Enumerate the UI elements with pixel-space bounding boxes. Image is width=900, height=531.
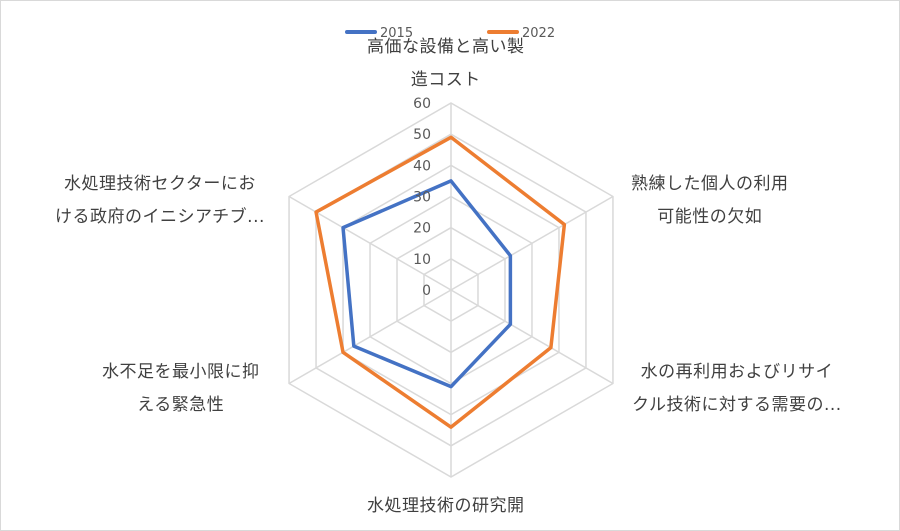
- grid-spoke-2: [450, 289, 614, 385]
- category-label-water-scarcity: 水不足を最小限に抑 える緊急性: [102, 362, 260, 415]
- legend: 2015 2022: [345, 26, 555, 41]
- tick-label-50: 50: [413, 127, 431, 143]
- tick-label-60: 60: [413, 96, 431, 112]
- tick-label-20: 20: [413, 221, 431, 237]
- legend-label-2015: 2015: [380, 26, 413, 41]
- tick-label-30: 30: [413, 190, 431, 206]
- grid-spoke-4: [288, 289, 452, 385]
- tick-label-10: 10: [413, 252, 431, 268]
- radar-grid: [288, 102, 614, 478]
- grid-spoke-1: [450, 195, 614, 291]
- category-label-high-cost: 高価な設備と高い製 造コスト: [367, 37, 525, 90]
- legend-label-2022: 2022: [522, 26, 555, 41]
- radar-series: [314, 135, 567, 429]
- category-label-skilled-individuals: 熟練した個人の利用 可能性の欠如: [631, 174, 789, 227]
- category-label-rnd: 水処理技術の研究開: [367, 496, 525, 516]
- tick-label-40: 40: [413, 158, 431, 174]
- category-label-gov-initiatives: 水処理技術セクターにお ける政府のイニシアチブ...: [55, 174, 265, 227]
- radial-tick-labels: 0 10 20 30 40 50 60: [413, 96, 431, 299]
- tick-label-0: 0: [422, 283, 431, 299]
- category-label-water-reuse: 水の再利用およびリサイ クル技術に対する需要の...: [632, 362, 842, 415]
